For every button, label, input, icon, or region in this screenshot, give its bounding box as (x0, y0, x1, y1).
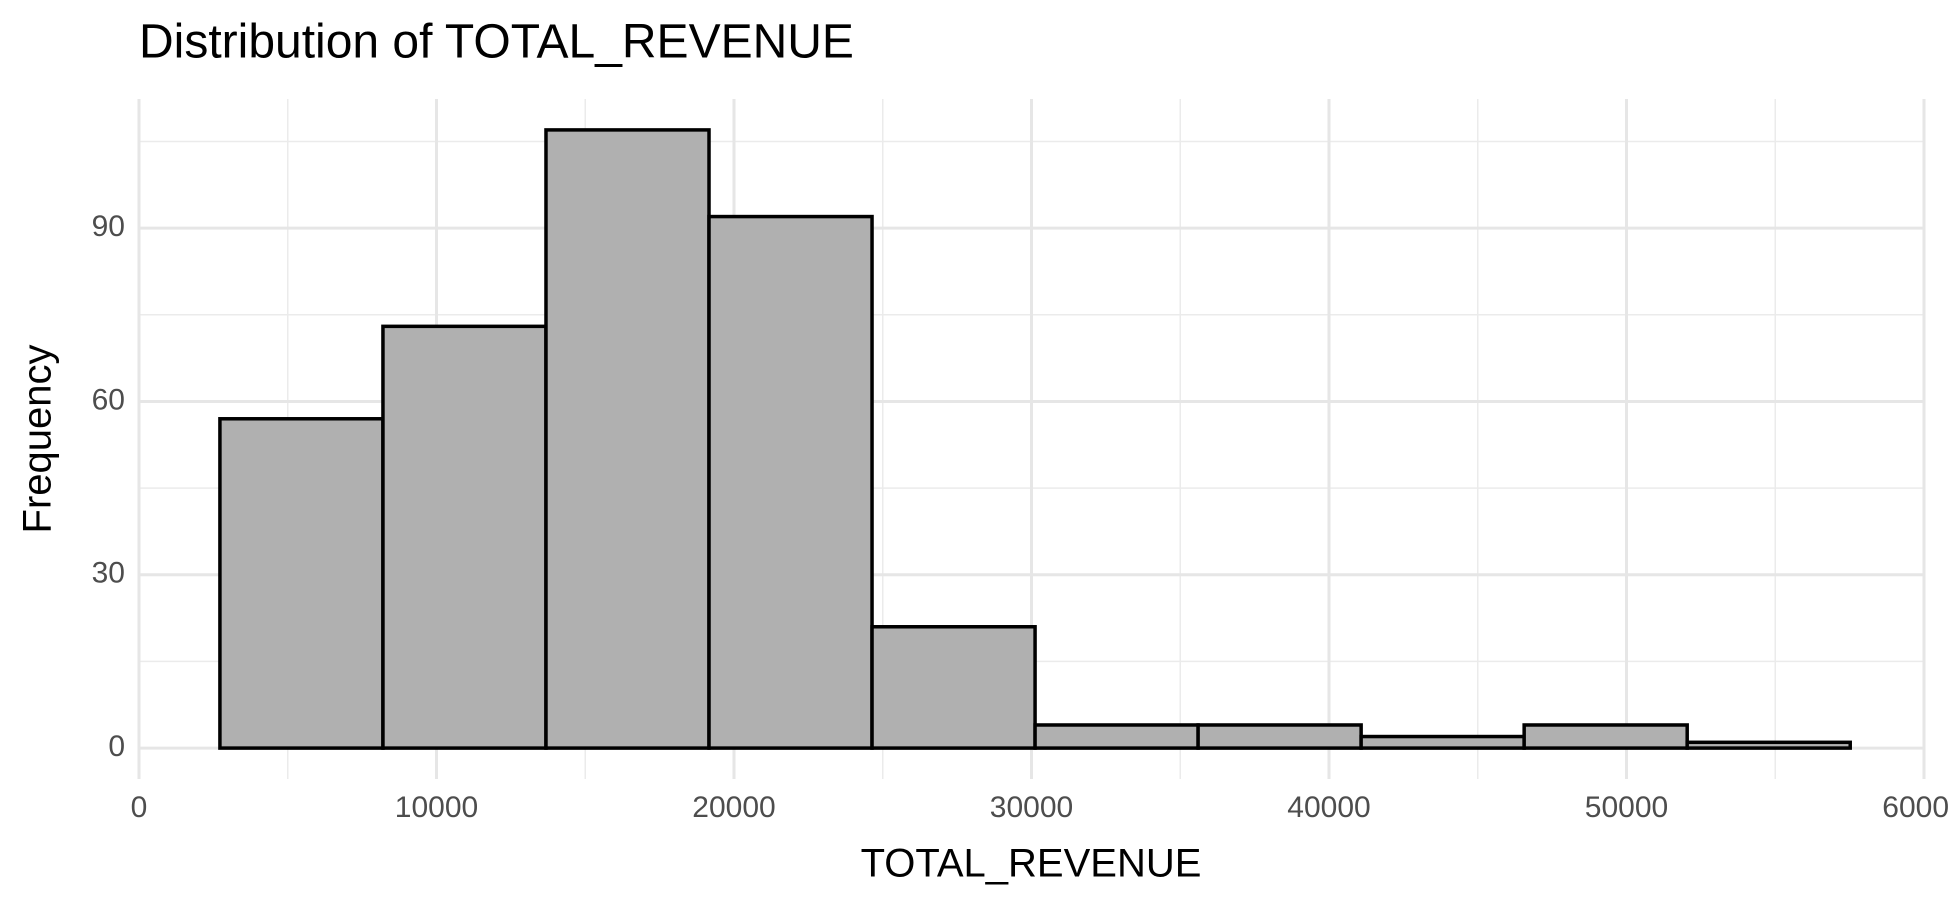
bar (381, 324, 548, 750)
bar (544, 128, 711, 750)
x-tick-label: 20000 (692, 791, 775, 824)
bar (1359, 734, 1526, 750)
x-tick-label: 40000 (1287, 791, 1370, 824)
bar (1522, 723, 1689, 750)
chart-title: Distribution of TOTAL_REVENUE (139, 16, 854, 69)
y-axis-label: Frequency (16, 345, 60, 534)
x-tick-label: 30000 (990, 791, 1073, 824)
x-tick-label: 10000 (395, 791, 478, 824)
bar (1196, 723, 1363, 750)
bar (218, 417, 385, 750)
x-tick-label: 50000 (1585, 791, 1668, 824)
x-axis-label: TOTAL_REVENUE (861, 842, 1202, 886)
y-tick-label: 30 (92, 557, 125, 590)
bar (870, 625, 1037, 750)
bar (1033, 723, 1200, 750)
y-tick-label: 0 (108, 730, 125, 763)
bar (707, 214, 874, 750)
y-tick-label: 90 (92, 210, 125, 243)
x-tick-label: 0 (131, 791, 148, 824)
y-tick-label: 60 (92, 383, 125, 416)
bar (1685, 740, 1852, 750)
